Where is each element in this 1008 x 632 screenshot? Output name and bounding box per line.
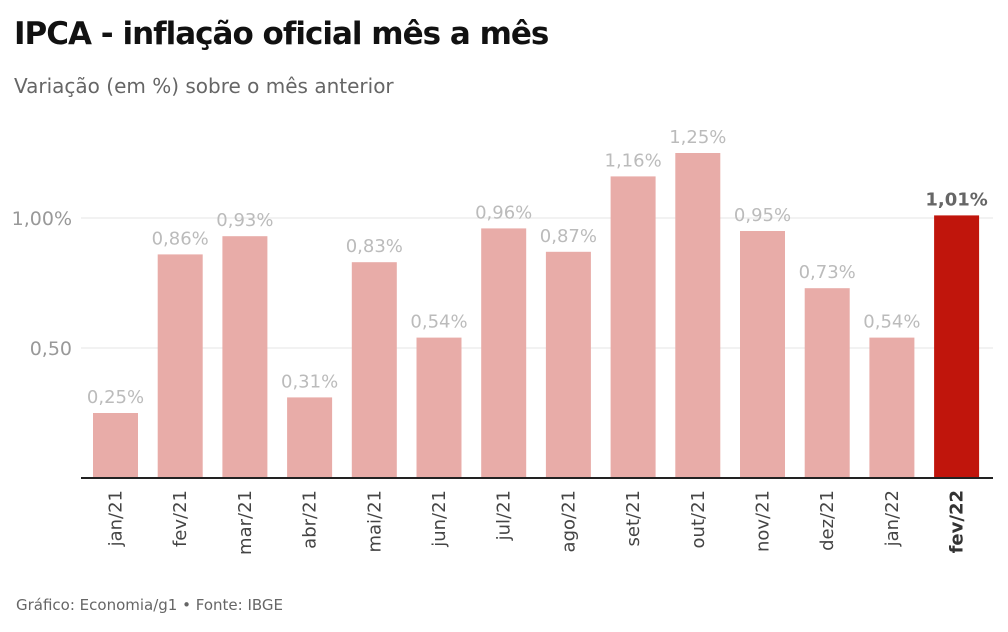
chart-source: Gráfico: Economia/g1 • Fonte: IBGE (16, 596, 283, 614)
bar (610, 176, 656, 478)
x-tick-label: abr/21 (300, 490, 321, 549)
bar (869, 337, 915, 478)
data-label: 0,54% (863, 312, 920, 333)
y-tick-label: 0,50 (30, 338, 72, 360)
bar (804, 288, 850, 478)
bar (481, 228, 527, 478)
bar (93, 413, 138, 478)
data-label: 0,31% (281, 371, 338, 392)
x-tick-label: ago/21 (558, 490, 579, 552)
bar (351, 262, 397, 478)
bar (287, 397, 333, 478)
x-tick-label: out/21 (688, 490, 709, 548)
bar (934, 215, 980, 478)
chart-title: IPCA - inflação oficial mês a mês (14, 16, 549, 52)
x-tick-label: mar/21 (235, 490, 256, 555)
bar (545, 251, 591, 478)
x-tick-label: mai/21 (364, 490, 385, 553)
data-label: 0,87% (540, 226, 597, 247)
x-tick-label: nov/21 (753, 490, 774, 552)
data-label: 0,93% (216, 210, 273, 231)
data-label: 0,83% (346, 236, 403, 257)
data-label: 0,54% (410, 312, 467, 333)
x-tick-label: jul/21 (494, 490, 515, 541)
data-label: 1,01% (925, 189, 987, 210)
y-tick-label: 1,00% (12, 208, 72, 230)
chart-subtitle: Variação (em %) sobre o mês anterior (14, 74, 394, 98)
data-label: 0,25% (87, 387, 144, 408)
x-tick-label: fev/22 (947, 490, 968, 553)
x-tick-label: dez/21 (817, 490, 838, 551)
data-label: 0,96% (475, 202, 532, 223)
data-label: 0,95% (734, 205, 791, 226)
data-label: 0,86% (152, 228, 209, 249)
x-tick-label: set/21 (623, 490, 644, 546)
bar (416, 337, 462, 478)
data-label: 1,16% (605, 150, 662, 171)
x-tick-label: jun/21 (429, 490, 450, 548)
bar (157, 254, 203, 478)
bar (222, 236, 268, 478)
bar (675, 153, 721, 478)
bar (740, 231, 785, 478)
x-tick-label: jan/21 (106, 490, 127, 547)
x-tick-label: jan/22 (882, 490, 903, 547)
x-tick-label: fev/21 (170, 490, 191, 547)
data-label: 1,25% (669, 127, 726, 148)
data-label: 0,73% (799, 262, 856, 283)
